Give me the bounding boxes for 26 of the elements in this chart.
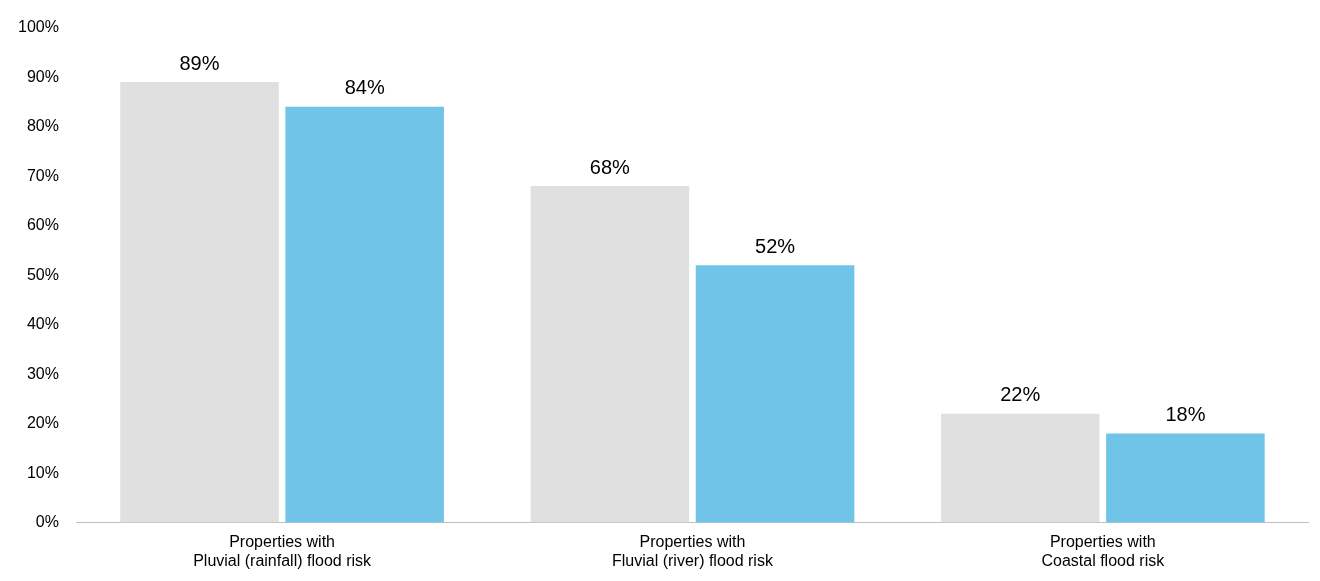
data-label: 84% [344, 76, 385, 99]
bar [940, 413, 1100, 523]
y-tick-label: 10% [26, 463, 59, 481]
x-tick-label: Properties with Fluvial (river) flood risk [612, 532, 774, 569]
y-tick-label: 100% [18, 18, 59, 36]
x-tick-label: Properties with Coastal flood risk [1041, 532, 1166, 569]
bar [530, 186, 690, 523]
y-tick-label: 90% [26, 67, 59, 85]
y-tick-label: 50% [26, 265, 59, 283]
x-tick-label: Properties with Pluvial (rainfall) flood risk [193, 532, 373, 569]
bar [695, 265, 855, 523]
bar [285, 106, 444, 523]
y-tick-label: 20% [26, 414, 59, 432]
data-label: 52% [755, 234, 796, 257]
y-tick-label: 70% [26, 166, 59, 184]
data-label: 22% [1000, 383, 1041, 406]
data-label: 89% [179, 51, 220, 74]
data-label: 68% [589, 155, 631, 178]
data-label: 18% [1165, 403, 1206, 426]
y-tick-label: 40% [26, 315, 59, 333]
y-tick-label: 80% [26, 117, 59, 135]
bar [120, 82, 279, 523]
y-tick-label: 60% [26, 216, 59, 234]
y-tick-label: 30% [26, 364, 59, 382]
bar [1106, 433, 1265, 523]
y-tick-label: 0% [35, 513, 59, 531]
